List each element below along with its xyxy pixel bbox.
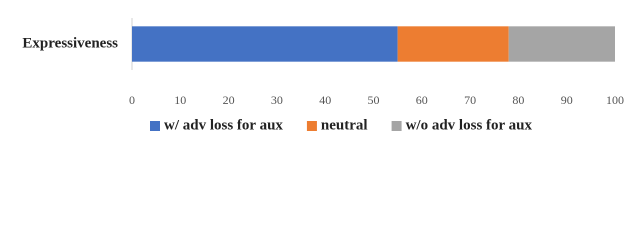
x-tick-label: 60 [416, 93, 428, 107]
x-tick-label: 30 [271, 93, 283, 107]
x-tick-label: 20 [223, 93, 235, 107]
x-tick-label: 0 [129, 93, 135, 107]
legend-label: w/ adv loss for aux [164, 117, 283, 133]
legend-swatch [306, 121, 317, 131]
legend-label: w/o adv loss for aux [406, 117, 533, 133]
legend-label: neutral [321, 117, 368, 133]
x-tick-label: 90 [561, 93, 573, 107]
x-tick-label: 70 [464, 93, 476, 107]
y-tick-label: Expressiveness [22, 35, 118, 51]
bar [508, 26, 615, 62]
x-tick-label: 40 [319, 93, 331, 107]
legend-swatch [150, 121, 160, 131]
x-tick-label: 80 [512, 93, 524, 107]
x-tick-label: 10 [174, 93, 186, 107]
x-tick-label: 50 [368, 93, 380, 107]
chart: 0 10 20 30 40 50 60 70 80 90 100 Expressiveness w/ a… [22, 18, 624, 133]
bar [132, 26, 398, 62]
bar [397, 26, 509, 62]
x-tick-label: 100 [606, 93, 624, 107]
legend-swatch [391, 121, 402, 131]
